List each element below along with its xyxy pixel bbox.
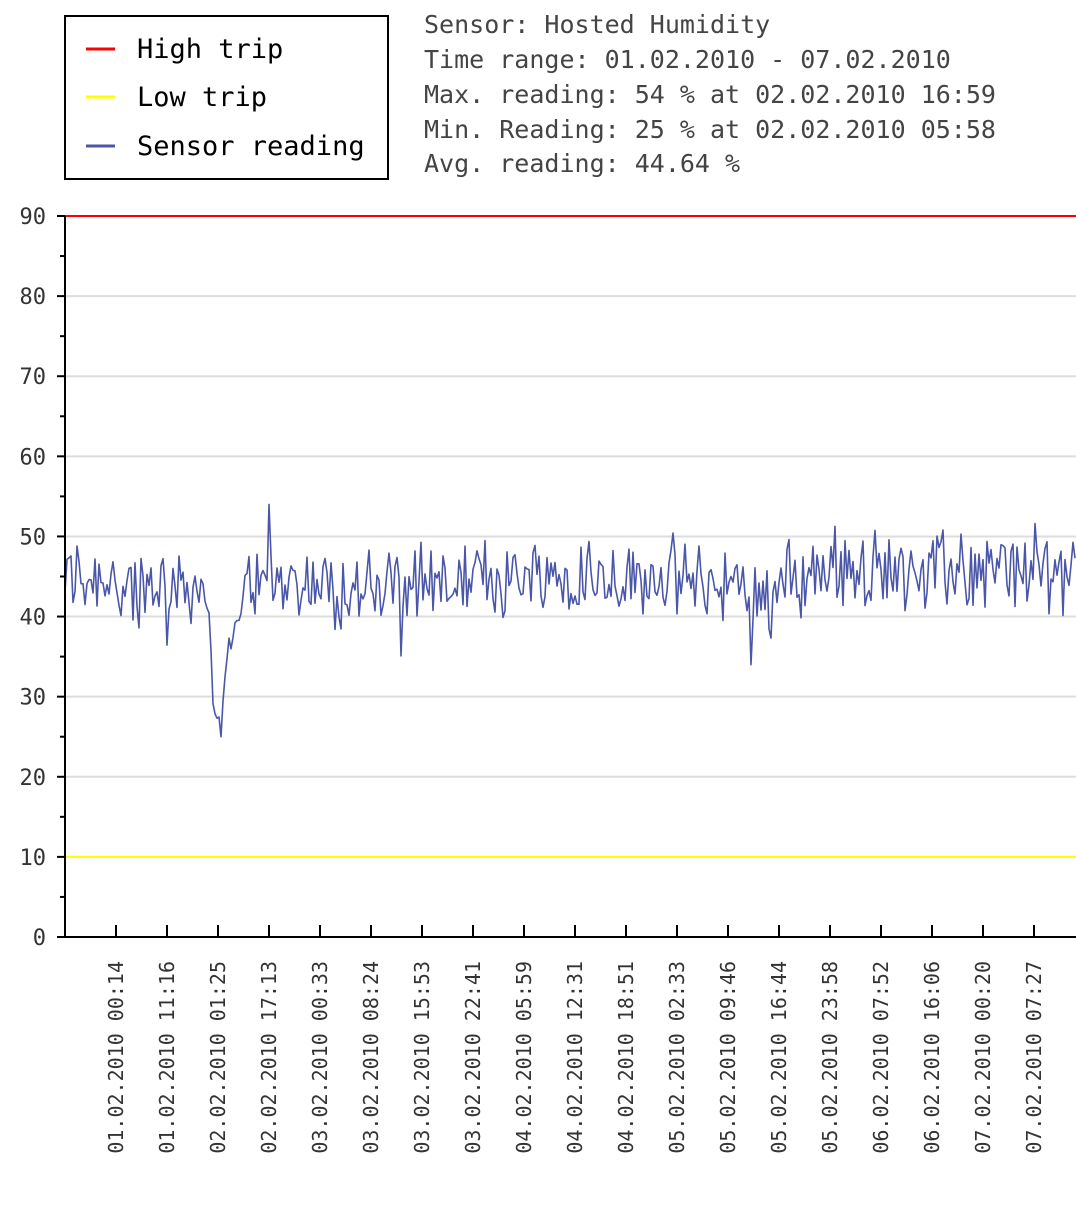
- x-tick-label-8: 04.02.2010 05:59: [512, 961, 536, 1154]
- series-layer: [64, 503, 1076, 738]
- y-tick-label-40: 40: [20, 606, 47, 631]
- info-sensor: Sensor: Hosted Humidity: [424, 10, 770, 39]
- x-tick-label-5: 03.02.2010 08:24: [359, 961, 383, 1154]
- x-tick-label-19: 07.02.2010 16:08: [1073, 961, 1076, 1154]
- x-tick-label-18: 07.02.2010 07:27: [1022, 961, 1046, 1154]
- y-ticks: 0 10 20 30 40 50 60 70 80 90: [20, 205, 65, 951]
- legend-label-high-trip: High trip: [137, 34, 283, 65]
- y-tick-label-30: 30: [20, 686, 47, 711]
- y-tick-label-80: 80: [20, 285, 47, 310]
- y-tick-label-10: 10: [20, 846, 47, 871]
- legend-label-sensor-reading: Sensor reading: [137, 131, 365, 162]
- x-tick-label-4: 03.02.2010 00:33: [308, 961, 332, 1154]
- legend-border: [64, 15, 389, 180]
- info-min-reading: Min. Reading: 25 % at 02.02.2010 05:58: [424, 115, 996, 144]
- info-max-reading: Max. reading: 54 % at 02.02.2010 16:59: [424, 80, 996, 109]
- trip-lines: [65, 215, 1076, 858]
- info-time-range: Time range: 01.02.2010 - 07.02.2010: [424, 45, 951, 74]
- grid-lines: [65, 215, 1076, 858]
- y-tick-label-90: 90: [20, 205, 47, 230]
- y-tick-label-70: 70: [20, 365, 47, 390]
- x-tick-label-14: 05.02.2010 23:58: [818, 961, 842, 1154]
- x-tick-label-1: 01.02.2010 11:16: [155, 961, 179, 1154]
- x-tick-label-16: 06.02.2010 16:06: [920, 961, 944, 1154]
- y-tick-label-20: 20: [20, 766, 47, 791]
- x-tick-label-3: 02.02.2010 17:13: [257, 961, 281, 1154]
- x-tick-label-2: 02.02.2010 01:25: [206, 961, 230, 1154]
- x-tick-label-17: 07.02.2010 00:20: [971, 961, 995, 1154]
- x-tick-label-6: 03.02.2010 15:53: [410, 961, 434, 1154]
- x-tick-label-10: 04.02.2010 18:51: [614, 961, 638, 1154]
- x-tick-label-9: 04.02.2010 12:31: [563, 961, 587, 1154]
- x-tick-label-11: 05.02.2010 02:33: [665, 961, 689, 1154]
- y-tick-label-60: 60: [20, 445, 47, 470]
- info-avg-reading: Avg. reading: 44.64 %: [424, 149, 740, 178]
- x-tick-label-12: 05.02.2010 09:46: [716, 961, 740, 1154]
- info-block: Sensor: Hosted Humidity Time range: 01.0…: [424, 10, 996, 178]
- y-tick-label-50: 50: [20, 525, 47, 550]
- legend: High trip Low trip Sensor reading: [64, 15, 389, 180]
- x-tick-label-0: 01.02.2010 00:14: [104, 961, 128, 1154]
- x-ticks: 01.02.2010 00:14 01.02.2010 11:16 02.02.20…: [104, 925, 1076, 1154]
- x-tick-label-15: 06.02.2010 07:52: [869, 961, 893, 1154]
- y-tick-label-0: 0: [33, 926, 46, 951]
- x-tick-label-7: 03.02.2010 22:41: [461, 961, 485, 1154]
- legend-label-low-trip: Low trip: [137, 82, 267, 113]
- sensor-reading-line: [64, 503, 1076, 738]
- x-tick-label-13: 05.02.2010 16:44: [767, 961, 791, 1154]
